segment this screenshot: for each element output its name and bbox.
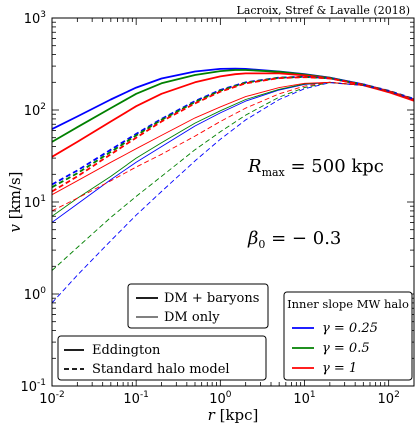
y-tick-label: 102: [24, 102, 46, 119]
legend-label-gamma-1: γ = 1: [322, 361, 357, 376]
y-tick-label: 10-1: [20, 378, 46, 395]
x-tick-label: 101: [293, 390, 315, 407]
x-axis-label: r [kpc]: [208, 406, 259, 424]
legend-label-shm: Standard halo model: [92, 362, 230, 377]
series-line-gamma-0-25-dm-baryons-standard-halo-model: [52, 75, 414, 186]
y-tick-label: 103: [24, 10, 46, 27]
legend-label-gamma-0-25: γ = 0.25: [322, 321, 378, 336]
rmax-annotation: Rmax = 500 kpc: [247, 156, 384, 179]
legend-label-gamma-0-5: γ = 0.5: [322, 341, 370, 356]
series-line-gamma-0-5-dm-only-standard-halo-model: [52, 82, 414, 271]
y-tick-label: 101: [24, 194, 46, 211]
y-tick-label: 100: [24, 286, 47, 303]
series-line-gamma-0-5-dm-baryons-eddington: [52, 69, 414, 143]
series-layer: [52, 67, 414, 304]
y-axis-label: v [km/s]: [6, 171, 24, 232]
series-line-gamma-0-25-dm-only-standard-halo-model: [52, 82, 414, 304]
series-line-gamma-1-dm-baryons-standard-halo-model: [52, 76, 414, 193]
legend-label-eddington: Eddington: [92, 343, 161, 358]
series-line-gamma-0-25-dm-only-eddington: [52, 81, 414, 223]
legend-slope: Inner slope MW halo γ = 0.25 γ = 0.5 γ =…: [283, 291, 413, 381]
legend-model: Eddington Standard halo model: [57, 335, 267, 381]
x-tick-label: 10-2: [39, 390, 65, 407]
beta0-annotation: β0 = − 0.3: [247, 228, 341, 251]
legend-label-dm-baryons: DM + baryons: [164, 291, 259, 306]
credit-text: Lacroix, Stref & Lavalle (2018): [237, 4, 410, 17]
x-tick-label: 102: [378, 390, 400, 407]
series-line-gamma-0-5-dm-baryons-standard-halo-model: [52, 76, 414, 188]
x-tick-label: 100: [209, 390, 232, 407]
series-line-gamma-0-25-dm-baryons-eddington: [52, 67, 414, 130]
x-tick-label: 10-1: [123, 390, 149, 407]
legend-slope-title: Inner slope MW halo: [287, 297, 409, 311]
legend-mass: DM + baryons DM only: [127, 283, 269, 329]
legend-label-dm-only: DM only: [164, 310, 220, 325]
series-line-gamma-1-dm-only-eddington: [52, 81, 414, 196]
series-line-gamma-1-dm-only-standard-halo-model: [52, 81, 414, 212]
